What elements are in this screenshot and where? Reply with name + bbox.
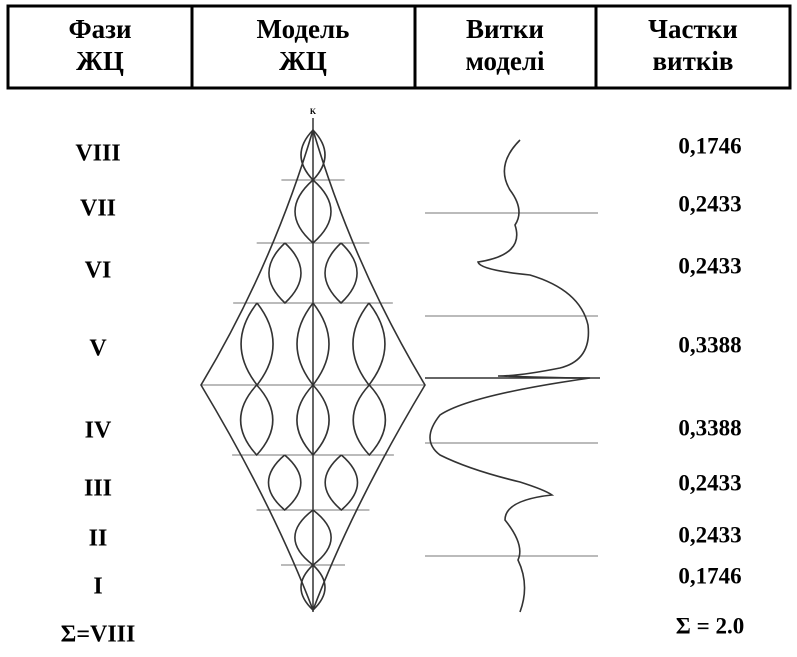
model-diagram: K [201, 107, 425, 612]
fraction-value: 0,1746 [678, 563, 741, 588]
phase-label: VII [80, 196, 116, 222]
lattice-cell [325, 455, 357, 510]
fraction-total: Σ = 2.0 [676, 613, 744, 638]
fraction-value: 0,1746 [678, 133, 741, 158]
phase-label: V [89, 336, 107, 362]
fraction-value: 0,2433 [678, 191, 741, 216]
phase-label: VIII [75, 141, 120, 167]
lattice-cell [353, 303, 385, 385]
figure: K ФазиЖЦ МодельЖЦ Виткимоделі Часткивитків V… [0, 0, 797, 657]
fraction-value: 0,3388 [678, 332, 741, 357]
lattice-cell [325, 243, 357, 303]
lattice-cell [269, 455, 301, 510]
phase-label: IV [85, 418, 112, 444]
lattice-cell [241, 385, 273, 455]
lattice-cell [241, 303, 273, 385]
phase-total: Σ=VIII [61, 622, 136, 648]
fraction-value: 0,3388 [678, 415, 741, 440]
spiral-curve [430, 140, 590, 612]
axis-label: K [310, 107, 317, 116]
fraction-value: 0,2433 [678, 470, 741, 495]
fraction-value: 0,2433 [678, 253, 741, 278]
lattice-cell [269, 243, 301, 303]
phase-label: I [93, 574, 102, 600]
phase-label: III [84, 476, 112, 502]
spiral-diagram [425, 140, 600, 612]
fraction-value: 0,2433 [678, 522, 741, 547]
phase-label: VI [85, 258, 112, 284]
phase-label: II [89, 526, 108, 552]
lattice-cell [353, 385, 385, 455]
